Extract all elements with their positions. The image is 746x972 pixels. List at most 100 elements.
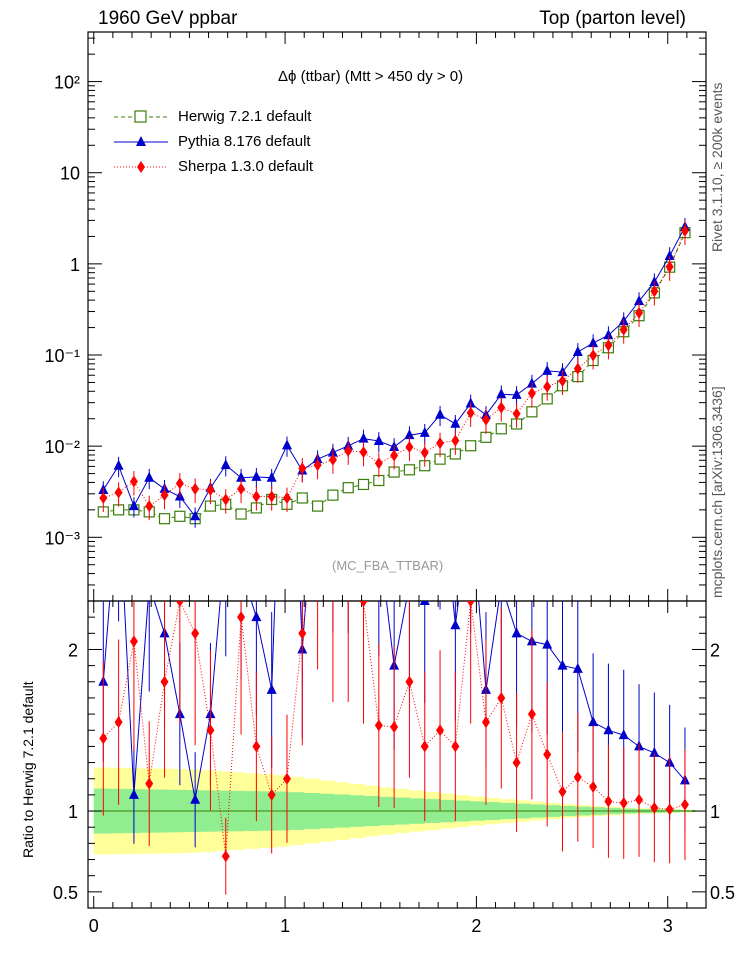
ratio-y-tick-label-right: 2 bbox=[710, 640, 720, 660]
pythia-ratio-point bbox=[496, 579, 506, 589]
herwig-main-point bbox=[526, 406, 538, 418]
sherpa-main-point bbox=[175, 477, 184, 490]
sherpa-ratio-point bbox=[282, 772, 291, 785]
ratio-y-axis-label: Ratio to Herwig 7.2.1 default bbox=[20, 681, 36, 858]
sherpa-ratio-point bbox=[604, 795, 613, 808]
sherpa-ratio-point bbox=[680, 798, 689, 811]
pythia-main-point bbox=[373, 434, 384, 445]
sherpa-main-point bbox=[344, 444, 353, 457]
pythia-main-point bbox=[450, 417, 461, 428]
sherpa-main-point bbox=[374, 457, 383, 470]
sherpa-main-point bbox=[451, 434, 460, 447]
legend-item-pythia: Pythia 8.176 default bbox=[112, 129, 313, 154]
herwig-main-point bbox=[0, 177, 10, 187]
sherpa-main-point bbox=[589, 349, 598, 362]
sherpa-ratio-point bbox=[114, 716, 123, 729]
sherpa-main-point bbox=[497, 401, 506, 414]
sherpa-main-point bbox=[191, 482, 200, 495]
pythia-ratio-point bbox=[343, 498, 353, 508]
y-tick-label: 10⁻¹ bbox=[44, 346, 80, 366]
ratio-y-tick-label-right: 1 bbox=[710, 802, 720, 822]
legend: Herwig 7.2.1 default Pythia 8.176 defaul… bbox=[112, 104, 313, 179]
pythia-main-point bbox=[404, 429, 415, 440]
plot-title: Δϕ (ttbar) (Mtt > 450 dy > 0) bbox=[278, 68, 464, 85]
pythia-main-point bbox=[511, 388, 522, 399]
sherpa-main-point bbox=[635, 306, 644, 319]
herwig-main-point bbox=[403, 464, 416, 476]
pythia-ratio-point bbox=[618, 729, 629, 740]
pythia-main-point bbox=[496, 388, 507, 399]
pythia-ratio-point bbox=[221, 530, 231, 540]
pythia-ratio-point bbox=[435, 466, 445, 476]
pythia-ratio-point bbox=[649, 746, 660, 757]
sherpa-ratio-point bbox=[237, 611, 246, 624]
pythia-main-point bbox=[266, 471, 277, 482]
sherpa-ratio-point bbox=[573, 771, 582, 784]
sherpa-ratio-point bbox=[512, 756, 521, 769]
sherpa-ratio-point bbox=[145, 777, 154, 790]
pythia-main-point bbox=[419, 426, 430, 437]
sherpa-main-point bbox=[267, 490, 276, 503]
sherpa-ratio-point bbox=[558, 785, 567, 798]
sherpa-ratio-point bbox=[206, 724, 215, 737]
sherpa-ratio-point bbox=[420, 740, 429, 753]
herwig-main-point bbox=[495, 423, 507, 435]
pythia-main-point bbox=[113, 459, 124, 470]
sherpa-main-point bbox=[313, 459, 322, 472]
tick-labels: 0 1 2 3 10⁻³ 10⁻² 10⁻¹ 1 10 10² 0.5 0.5 1 1 2 2 bbox=[44, 73, 735, 936]
sherpa-ratio-point bbox=[374, 719, 383, 732]
sherpa-main-point bbox=[252, 490, 261, 503]
ratio-y-tick-label: 0.5 bbox=[53, 883, 78, 903]
pythia-main-point bbox=[588, 337, 599, 348]
pythia-ratio-point bbox=[236, 563, 246, 573]
pythia-main-point bbox=[128, 500, 139, 511]
x-tick-label: 0 bbox=[89, 916, 99, 936]
sherpa-ratio-point bbox=[298, 627, 307, 640]
legend-label-pythia: Pythia 8.176 default bbox=[178, 133, 311, 150]
sherpa-ratio-point bbox=[481, 716, 490, 729]
pythia-ratio-point bbox=[419, 601, 430, 605]
sherpa-marker-icon bbox=[114, 160, 168, 173]
sherpa-ratio-point bbox=[99, 732, 108, 745]
pythia-ratio-point bbox=[190, 793, 201, 804]
sherpa-ratio-point bbox=[359, 601, 368, 607]
x-tick-label: 2 bbox=[471, 916, 481, 936]
sherpa-main-point bbox=[206, 484, 215, 497]
pythia-ratio-point bbox=[128, 788, 139, 799]
sherpa-main-point bbox=[512, 407, 521, 420]
herwig-main-point bbox=[327, 489, 339, 501]
sherpa-main-point bbox=[160, 489, 169, 502]
x-tick-label: 3 bbox=[663, 916, 673, 936]
rivet-version-label: Rivet 3.1.10, ≥ 200k events bbox=[709, 82, 725, 252]
sherpa-main-point bbox=[282, 491, 291, 504]
sherpa-ratio-point bbox=[527, 708, 536, 721]
sherpa-main-point bbox=[650, 285, 659, 298]
y-tick-label: 10² bbox=[54, 73, 80, 93]
pythia-main-point bbox=[144, 471, 155, 482]
pythia-ratio-point bbox=[282, 256, 292, 266]
sherpa-main-point bbox=[359, 446, 368, 459]
sherpa-main-point bbox=[619, 323, 628, 336]
pythia-ratio-point bbox=[603, 724, 614, 735]
sherpa-main-point bbox=[680, 224, 689, 237]
herwig-main-point bbox=[296, 492, 308, 504]
sherpa-main-point bbox=[298, 462, 307, 475]
sherpa-ratio-point bbox=[497, 691, 506, 704]
sherpa-main-point bbox=[114, 486, 123, 499]
pythia-ratio-point bbox=[450, 619, 461, 630]
axes bbox=[87, 31, 707, 909]
sherpa-ratio-point bbox=[221, 850, 230, 863]
sherpa-ratio-point bbox=[665, 803, 674, 816]
sherpa-ratio-point bbox=[129, 635, 138, 648]
sherpa-main-point bbox=[390, 449, 399, 462]
y-tick-label: 10⁻³ bbox=[44, 528, 80, 548]
pythia-ratio-point bbox=[144, 579, 154, 589]
sherpa-ratio-point bbox=[635, 793, 644, 806]
sherpa-main-point bbox=[420, 446, 429, 459]
herwig-main-point bbox=[174, 510, 186, 522]
sherpa-ratio-point bbox=[160, 675, 169, 688]
x-tick-label: 1 bbox=[280, 916, 290, 936]
sherpa-main-point bbox=[328, 453, 337, 466]
mcplots-reference-label: mcplots.cern.ch [arXiv:1306.3436] bbox=[709, 386, 725, 598]
